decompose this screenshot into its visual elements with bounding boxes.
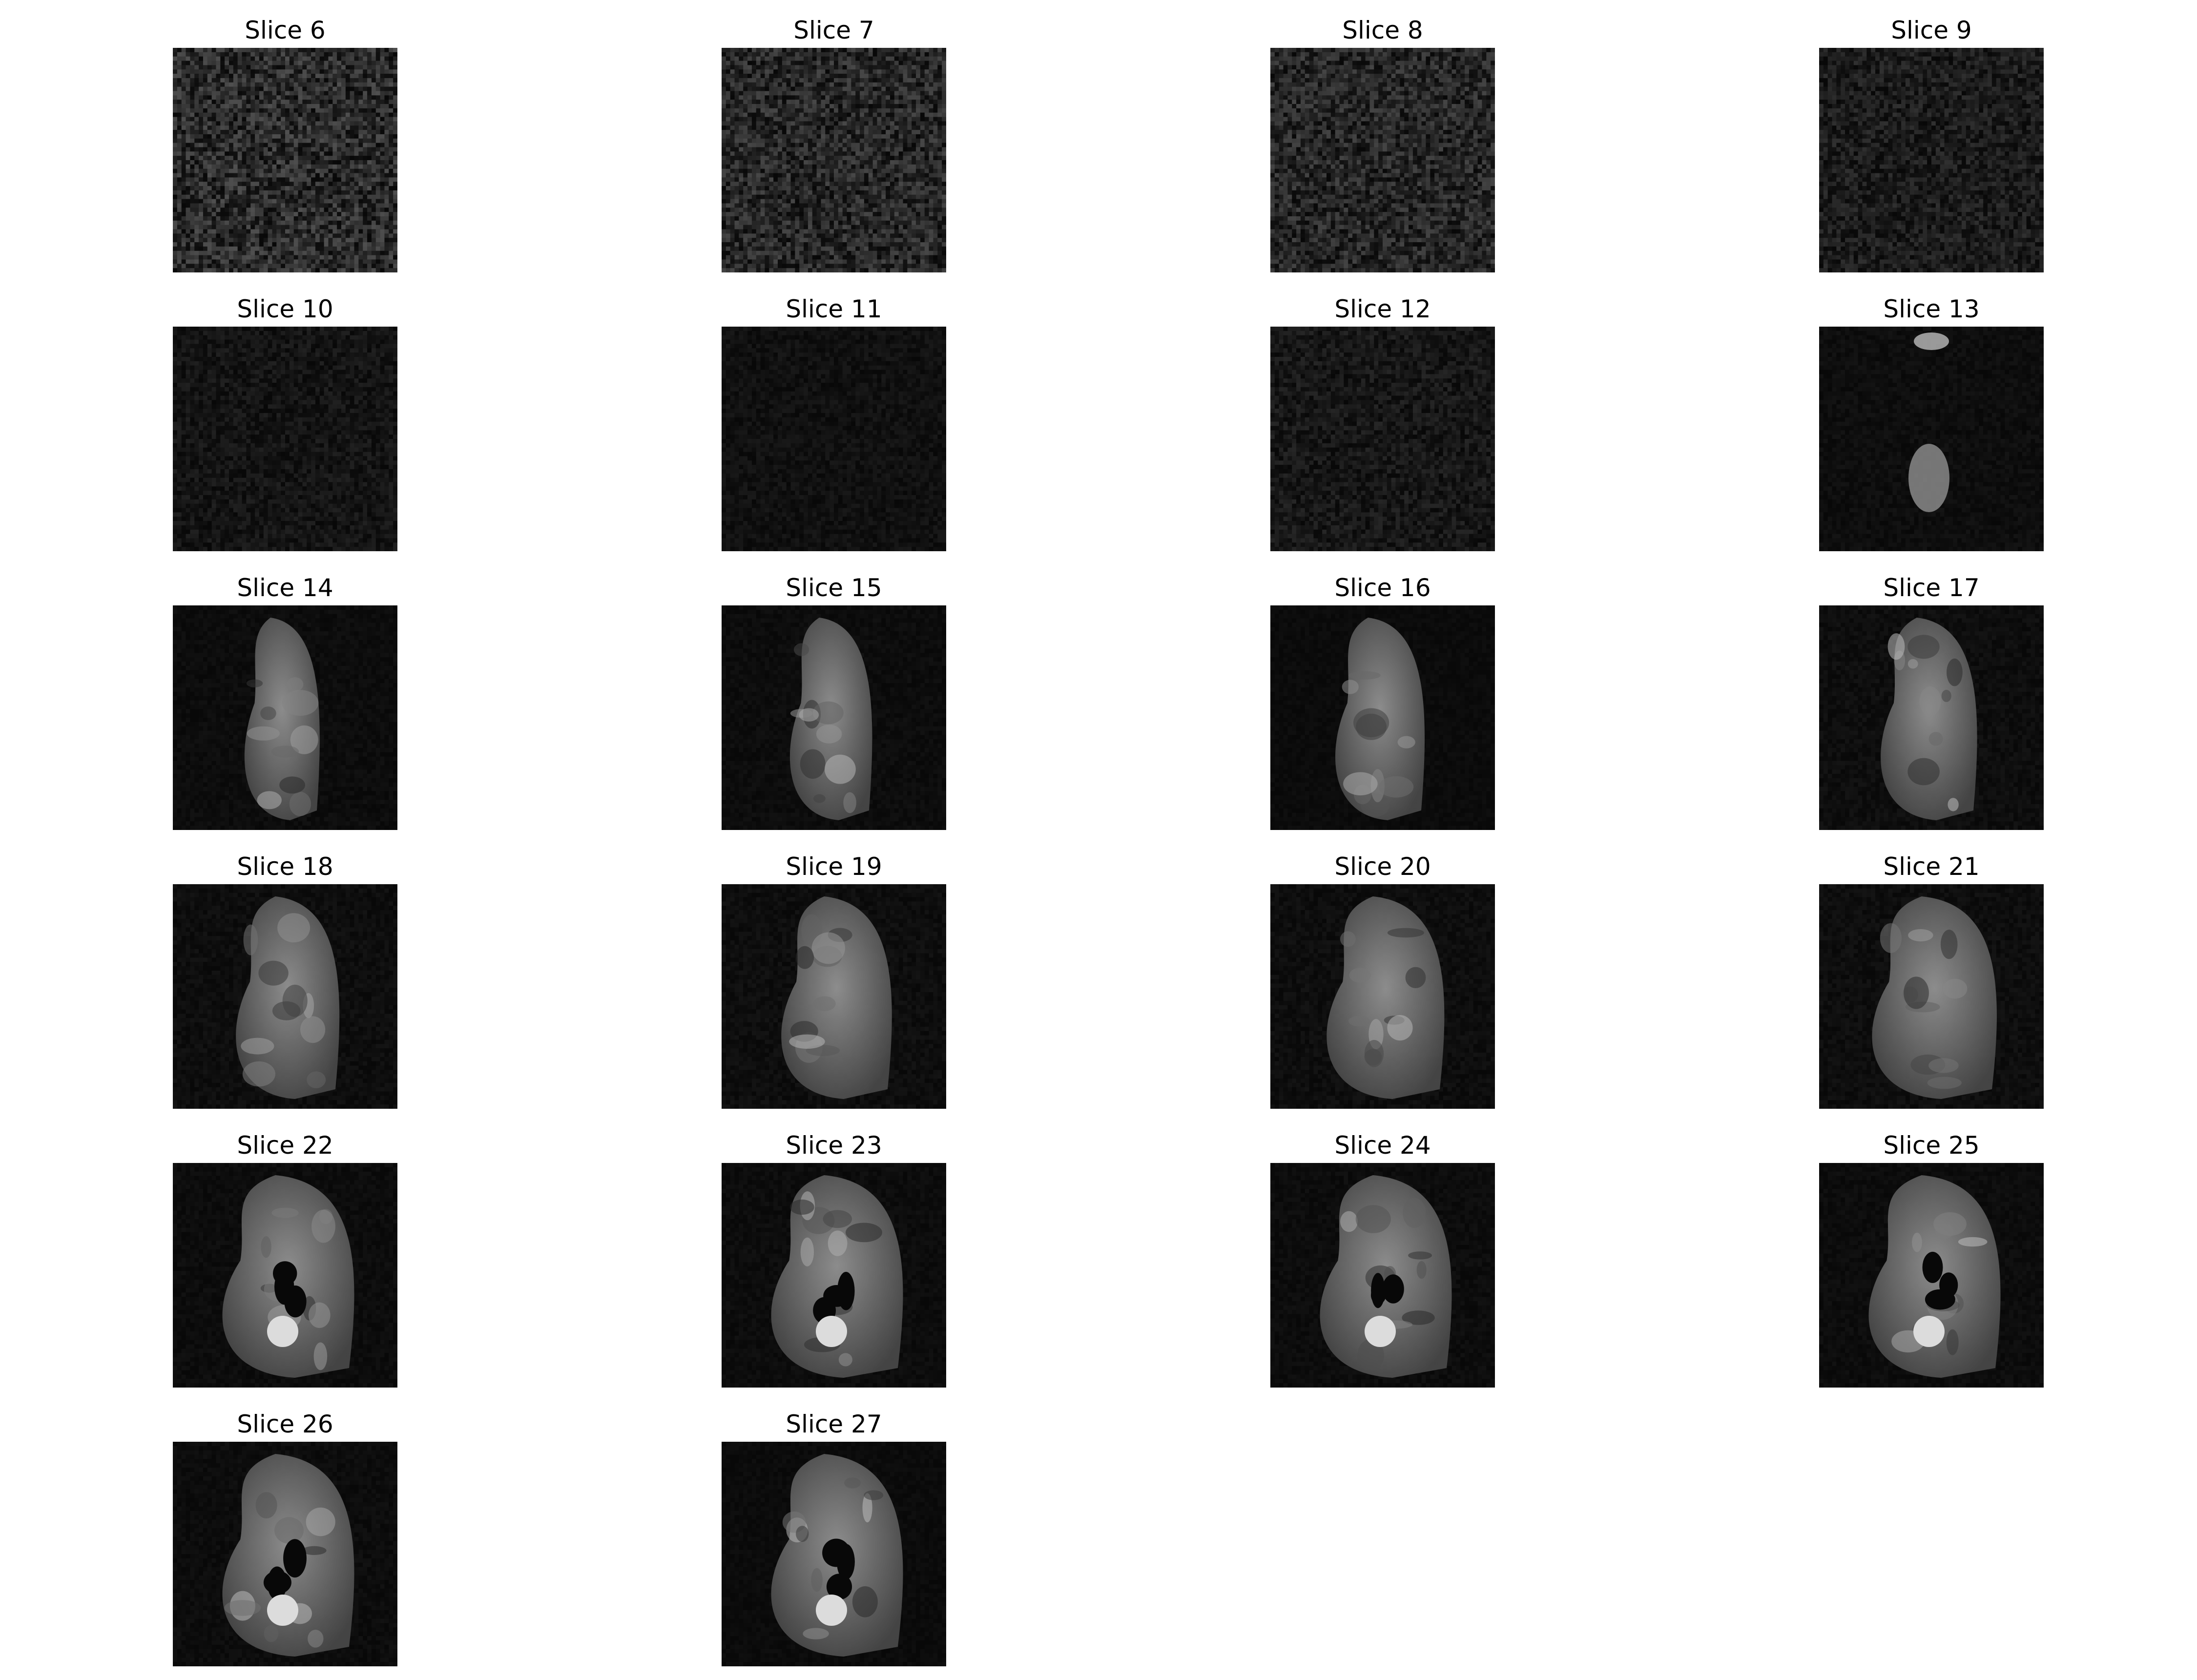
slice-image (1819, 605, 2044, 830)
slice-image (1270, 1163, 1495, 1388)
slice-image (173, 884, 397, 1109)
slice-title: Slice 18 (173, 849, 397, 884)
mri-slice (173, 884, 397, 1109)
slice-title: Slice 7 (722, 13, 946, 48)
slice-image (173, 1163, 397, 1388)
mri-slice (722, 48, 946, 272)
slice-image (1270, 884, 1495, 1109)
slice-image (722, 1163, 946, 1388)
slice-title: Slice 14 (173, 570, 397, 605)
slice-title: Slice 13 (1819, 291, 2044, 327)
slice-image (1270, 327, 1495, 551)
slice-image (1270, 48, 1495, 272)
mri-slice (173, 605, 397, 830)
slice-image (722, 605, 946, 830)
slice-title: Slice 19 (722, 849, 946, 884)
slice-title: Slice 27 (722, 1407, 946, 1442)
slice-title: Slice 24 (1270, 1128, 1495, 1163)
mri-slice (1819, 1163, 2044, 1388)
slice-image (173, 48, 397, 272)
mri-slice (1270, 1163, 1495, 1388)
mri-slice (1270, 48, 1495, 272)
slice-image (1819, 1163, 2044, 1388)
slice-image (722, 884, 946, 1109)
slice-title: Slice 26 (173, 1407, 397, 1442)
slice-title: Slice 6 (173, 13, 397, 48)
slice-title: Slice 12 (1270, 291, 1495, 327)
slice-title: Slice 23 (722, 1128, 946, 1163)
mri-slice (173, 1442, 397, 1666)
slice-title: Slice 17 (1819, 570, 2044, 605)
slice-image (722, 1442, 946, 1666)
slice-image (173, 605, 397, 830)
slice-title: Slice 16 (1270, 570, 1495, 605)
mri-slice (722, 327, 946, 551)
slice-image (1819, 884, 2044, 1109)
slice-image (1819, 48, 2044, 272)
slice-title: Slice 25 (1819, 1128, 2044, 1163)
slice-title: Slice 21 (1819, 849, 2044, 884)
slice-image (173, 1442, 397, 1666)
slice-title: Slice 20 (1270, 849, 1495, 884)
mri-slice (1819, 327, 2044, 551)
mri-slice (173, 1163, 397, 1388)
slice-image (1270, 605, 1495, 830)
mri-slice (1819, 605, 2044, 830)
slice-image (722, 48, 946, 272)
mri-slice (722, 1163, 946, 1388)
mri-slice (173, 48, 397, 272)
slice-title: Slice 22 (173, 1128, 397, 1163)
slice-title: Slice 9 (1819, 13, 2044, 48)
mri-slice (722, 1442, 946, 1666)
mri-slice (1819, 884, 2044, 1109)
mri-slice (1819, 48, 2044, 272)
slice-title: Slice 8 (1270, 13, 1495, 48)
mri-slice (1270, 327, 1495, 551)
mri-slice (722, 884, 946, 1109)
slice-image (1819, 327, 2044, 551)
slice-image (722, 327, 946, 551)
slice-image (173, 327, 397, 551)
mri-slice (1270, 884, 1495, 1109)
slice-title: Slice 11 (722, 291, 946, 327)
mri-slice (1270, 605, 1495, 830)
mri-slice (722, 605, 946, 830)
slice-title: Slice 10 (173, 291, 397, 327)
mri-slice (173, 327, 397, 551)
slice-title: Slice 15 (722, 570, 946, 605)
